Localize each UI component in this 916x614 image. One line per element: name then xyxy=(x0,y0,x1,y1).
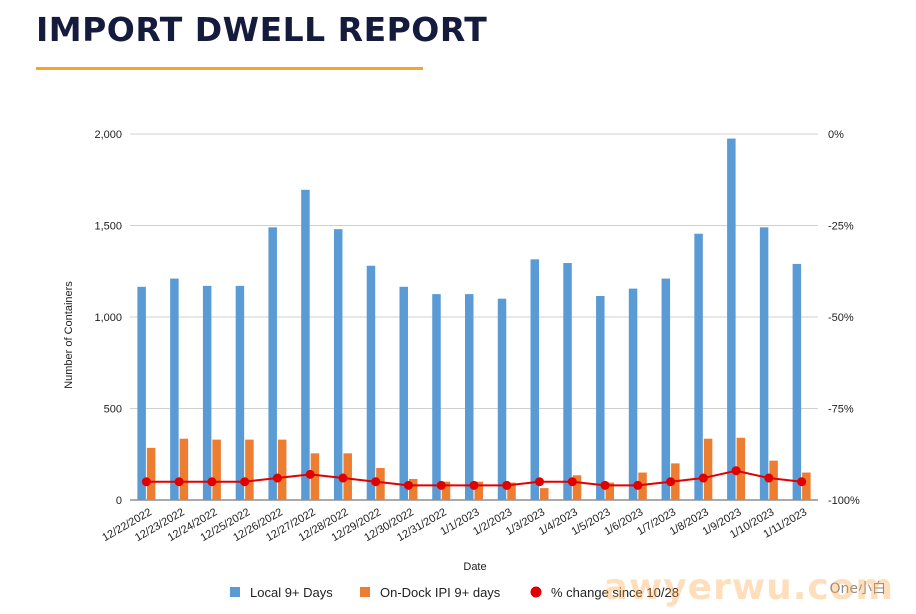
line-point xyxy=(338,473,348,483)
x-axis: 12/22/202212/23/202212/24/202212/25/2022… xyxy=(100,506,809,544)
y2-tick-label: -75% xyxy=(828,404,854,416)
line-point xyxy=(764,473,774,483)
bar xyxy=(507,482,516,500)
y2-tick-label: -50% xyxy=(828,312,854,324)
line-point xyxy=(371,477,381,487)
y-axis-right: -100% -75% -50% -25% 0% xyxy=(828,129,860,507)
bar xyxy=(628,288,638,500)
bar xyxy=(202,285,212,500)
bar xyxy=(366,265,376,500)
line-point xyxy=(567,477,577,487)
line-point xyxy=(207,477,217,487)
bar xyxy=(572,475,582,500)
line-series xyxy=(141,466,807,490)
line-point xyxy=(272,473,282,483)
bar xyxy=(408,478,418,500)
line-point xyxy=(535,477,545,487)
line-point xyxy=(502,480,512,490)
bar xyxy=(638,472,647,500)
grid-lines xyxy=(130,133,818,501)
bar xyxy=(605,482,615,500)
line-point xyxy=(600,480,610,490)
line-point xyxy=(731,466,741,476)
bar xyxy=(563,263,572,500)
bar xyxy=(759,227,769,500)
bar xyxy=(540,488,549,500)
title-underline xyxy=(36,67,423,70)
y2-tick-label: 0% xyxy=(828,129,844,141)
bar xyxy=(727,138,736,500)
bar xyxy=(333,229,343,500)
bar xyxy=(146,447,156,500)
bar xyxy=(277,439,287,500)
bar xyxy=(170,278,179,500)
bar xyxy=(179,438,189,500)
y-tick-label: 1,500 xyxy=(94,221,122,233)
line-point xyxy=(403,480,413,490)
line-point xyxy=(797,477,807,487)
legend-swatch xyxy=(530,586,542,598)
bar xyxy=(792,263,802,500)
line-point xyxy=(305,469,315,479)
legend-label: Local 9+ Days xyxy=(250,585,333,600)
line-point xyxy=(666,477,676,487)
bar xyxy=(441,481,451,500)
line-point xyxy=(698,473,708,483)
line-point xyxy=(633,480,643,490)
legend-label: On-Dock IPI 9+ days xyxy=(380,585,501,600)
y-tick-label: 500 xyxy=(104,404,122,416)
bar xyxy=(212,439,221,500)
page-title: IMPORT DWELL REPORT xyxy=(36,10,488,49)
bar xyxy=(497,298,507,500)
y-axis-title: Number of Containers xyxy=(63,281,75,389)
bar xyxy=(432,294,441,500)
watermark: awyerwu.com xyxy=(603,567,894,608)
line-point xyxy=(240,477,250,487)
bar xyxy=(736,437,746,500)
bar xyxy=(376,467,385,500)
bar xyxy=(703,438,713,500)
bar xyxy=(661,278,671,500)
bar xyxy=(596,295,605,500)
bar xyxy=(137,286,146,500)
legend: Local 9+ Days On-Dock IPI 9+ days % change… xyxy=(230,585,679,600)
line-point xyxy=(174,477,184,487)
bar xyxy=(399,286,408,500)
bar xyxy=(245,439,254,500)
bar xyxy=(268,227,277,500)
line-point xyxy=(469,480,479,490)
line-point xyxy=(436,480,446,490)
legend-swatch xyxy=(230,587,240,597)
bar xyxy=(310,453,320,500)
bar xyxy=(301,189,310,500)
x-axis-title: Date xyxy=(463,561,486,573)
y-tick-label: 1,000 xyxy=(94,312,122,324)
bar xyxy=(694,233,703,501)
bar-series xyxy=(137,138,811,501)
bar xyxy=(769,460,778,500)
y-tick-label: 0 xyxy=(116,495,122,507)
bar xyxy=(802,472,811,500)
legend-label: % change since 10/28 xyxy=(551,585,679,600)
bar xyxy=(474,481,483,500)
watermark-logo-text: One小白 xyxy=(829,581,886,597)
bar xyxy=(343,453,352,500)
line-point xyxy=(141,477,151,487)
bar xyxy=(465,294,474,500)
bar xyxy=(235,285,245,500)
y2-tick-label: -25% xyxy=(828,221,854,233)
y-tick-label: 2,000 xyxy=(94,129,122,141)
legend-swatch xyxy=(360,587,370,597)
y2-tick-label: -100% xyxy=(828,495,860,507)
y-axis-left: 0 500 1,000 1,500 2,000 xyxy=(94,129,122,507)
bar xyxy=(530,259,540,500)
